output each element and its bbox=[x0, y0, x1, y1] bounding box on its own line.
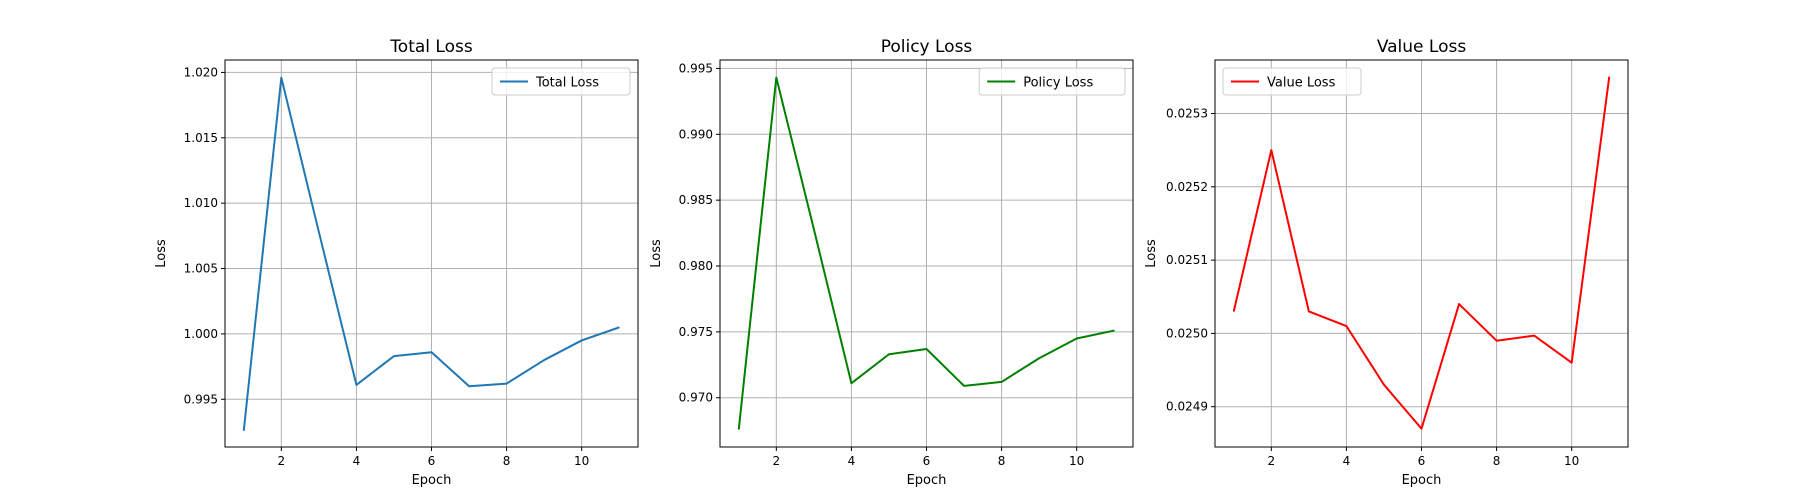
y-axis-label: Loss bbox=[649, 239, 664, 268]
data-point bbox=[280, 77, 282, 79]
chart-panel-1: 2 4 6 8 10 0.995 1.000 1.005 1.010 1.015 1.020 Tota… bbox=[154, 37, 639, 488]
data-point bbox=[468, 385, 470, 387]
x-axis-label: Epoch bbox=[1402, 473, 1442, 488]
x-tick-label: 8 bbox=[1493, 454, 1501, 468]
y-tick-label: 0.995 bbox=[184, 392, 218, 406]
x-tick-label: 2 bbox=[1267, 454, 1275, 468]
plot-frame bbox=[1214, 59, 1629, 448]
y-tick-label: 0.995 bbox=[679, 61, 713, 75]
data-point bbox=[1458, 303, 1460, 305]
data-point bbox=[1038, 357, 1040, 359]
data-point bbox=[1571, 362, 1573, 364]
data-point bbox=[775, 77, 777, 79]
data-point bbox=[813, 228, 815, 230]
legend: Policy Loss bbox=[978, 67, 1126, 96]
y-tick-label: 1.010 bbox=[184, 196, 218, 210]
y-tick-label: 1.000 bbox=[184, 327, 218, 341]
data-point bbox=[543, 359, 545, 361]
data-point bbox=[888, 353, 890, 355]
y-tick-label: 0.970 bbox=[679, 391, 713, 405]
x-tick-label: 6 bbox=[428, 454, 436, 468]
x-tick-label: 10 bbox=[1069, 454, 1084, 468]
data-point bbox=[926, 348, 927, 350]
legend-box bbox=[1222, 67, 1362, 96]
data-point bbox=[1076, 337, 1078, 339]
x-tick-label: 6 bbox=[923, 454, 931, 468]
x-tick-label: 8 bbox=[998, 454, 1006, 468]
chart-title: Total Loss bbox=[389, 37, 473, 57]
x-tick-label: 4 bbox=[353, 454, 361, 468]
legend: Value Loss bbox=[1222, 67, 1362, 96]
data-point bbox=[355, 384, 357, 386]
data-point bbox=[1270, 149, 1272, 151]
data-point bbox=[1345, 325, 1347, 327]
x-tick-label: 4 bbox=[1343, 454, 1351, 468]
legend: Total Loss bbox=[491, 67, 631, 96]
data-point bbox=[1383, 384, 1385, 386]
y-tick-label: 1.015 bbox=[184, 131, 218, 145]
chart-panel-3: 2 4 6 8 10 0.0249 0.0250 0.0251 0.0252 0.0253 Valu… bbox=[1144, 37, 1629, 488]
y-tick-label: 0.990 bbox=[679, 127, 713, 141]
data-point bbox=[1533, 335, 1535, 337]
chart-title: Value Loss bbox=[1377, 37, 1467, 57]
data-point bbox=[1421, 428, 1422, 430]
legend-box bbox=[978, 67, 1126, 96]
y-axis-label: Loss bbox=[154, 239, 169, 268]
y-tick-label: 0.0249 bbox=[1166, 400, 1208, 414]
y-tick-label: 0.985 bbox=[679, 193, 713, 207]
legend-label: Value Loss bbox=[1267, 76, 1336, 91]
x-axis-label: Epoch bbox=[907, 473, 947, 488]
legend-label: Policy Loss bbox=[1023, 76, 1093, 91]
legend-box bbox=[491, 67, 631, 96]
data-point bbox=[431, 351, 432, 353]
y-tick-label: 0.975 bbox=[679, 325, 713, 339]
y-tick-label: 1.020 bbox=[184, 65, 218, 79]
data-point bbox=[963, 385, 965, 387]
data-point bbox=[506, 383, 508, 385]
data-point bbox=[1001, 381, 1003, 383]
legend-label: Total Loss bbox=[535, 76, 599, 91]
data-point bbox=[1113, 330, 1115, 332]
x-tick-label: 10 bbox=[1564, 454, 1579, 468]
plot-frame bbox=[719, 59, 1134, 448]
y-tick-label: 0.0251 bbox=[1166, 253, 1208, 267]
data-point bbox=[581, 339, 583, 341]
x-tick-label: 2 bbox=[277, 454, 285, 468]
data-point bbox=[318, 231, 320, 233]
x-tick-label: 10 bbox=[574, 454, 589, 468]
x-tick-label: 6 bbox=[1418, 454, 1426, 468]
data-point bbox=[1496, 340, 1498, 342]
y-tick-label: 0.0252 bbox=[1166, 180, 1208, 194]
data-point bbox=[850, 382, 852, 384]
y-tick-label: 0.0250 bbox=[1166, 326, 1208, 340]
chart-title: Policy Loss bbox=[881, 37, 973, 57]
plot-frame bbox=[224, 59, 639, 448]
y-tick-label: 1.005 bbox=[184, 262, 218, 276]
data-point bbox=[618, 326, 620, 328]
data-point bbox=[1233, 310, 1235, 312]
data-point bbox=[393, 355, 395, 357]
x-tick-label: 8 bbox=[503, 454, 511, 468]
data-point bbox=[243, 430, 245, 432]
x-axis-label: Epoch bbox=[412, 473, 452, 488]
y-tick-label: 0.980 bbox=[679, 259, 713, 273]
data-point bbox=[1608, 76, 1610, 78]
y-tick-label: 0.0253 bbox=[1166, 107, 1208, 121]
x-tick-label: 2 bbox=[772, 454, 780, 468]
y-axis-label: Loss bbox=[1144, 239, 1159, 268]
x-tick-label: 4 bbox=[848, 454, 856, 468]
chart-panel-2: 2 4 6 8 10 0.970 0.975 0.980 0.985 0.990 0.995 Poli… bbox=[649, 37, 1134, 488]
data-point bbox=[738, 428, 740, 430]
data-point bbox=[1308, 310, 1310, 312]
